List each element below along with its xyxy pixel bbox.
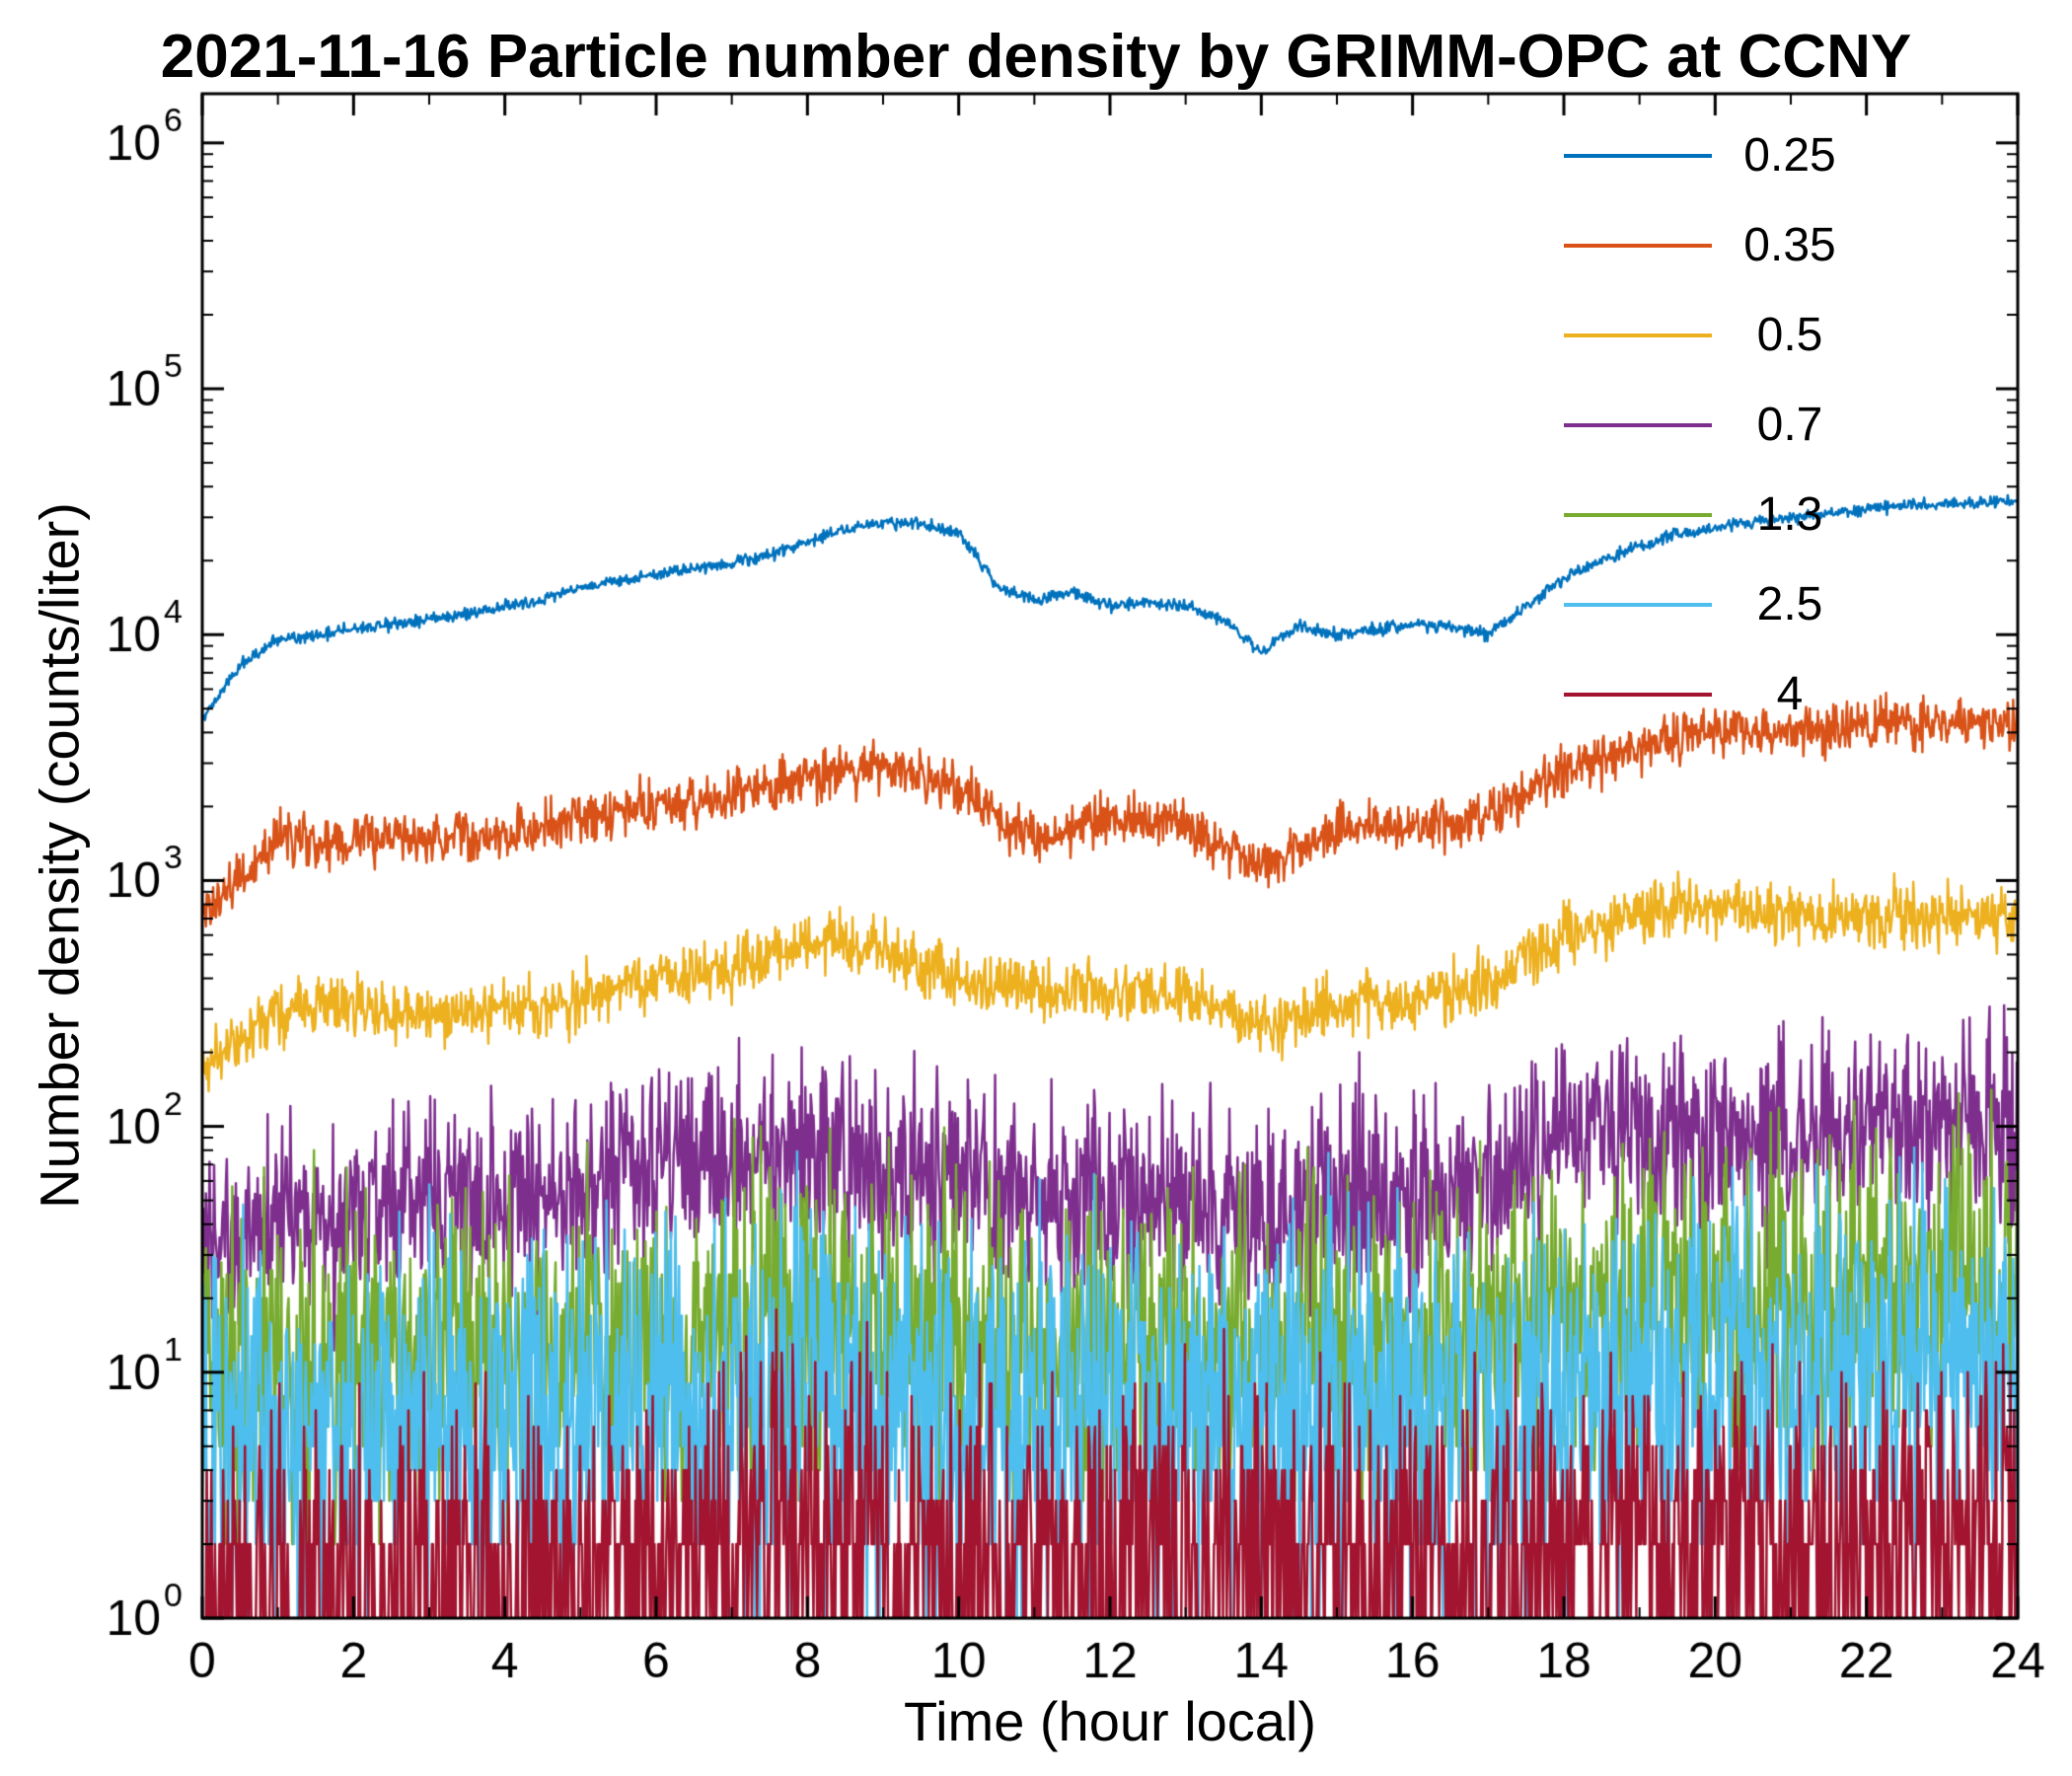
legend-item: 0.7 [1564, 380, 1844, 470]
legend-label: 1.3 [1756, 488, 1823, 541]
y-axis-label: Number density (counts/liter) [28, 502, 91, 1209]
legend-item: 0.35 [1564, 200, 1844, 290]
legend-item: 1.3 [1564, 470, 1844, 559]
x-axis-label: Time (hour local) [903, 1690, 1317, 1752]
legend-label: 0.25 [1743, 129, 1836, 182]
legend-item: 0.5 [1564, 290, 1844, 380]
legend-label: 0.7 [1756, 399, 1823, 451]
legend-line-sample [1564, 422, 1712, 427]
legend: 0.25 0.35 0.5 0.7 1.3 2.5 4 [1564, 111, 1844, 739]
legend-label: 0.35 [1743, 219, 1836, 271]
legend-label: 0.5 [1756, 309, 1823, 361]
legend-label: 4 [1776, 668, 1804, 720]
legend-label: 2.5 [1756, 578, 1823, 630]
legend-line-sample [1564, 692, 1712, 697]
legend-line-sample [1564, 333, 1712, 337]
legend-item: 2.5 [1564, 559, 1844, 649]
chart-title: 2021-11-16 Particle number density by GR… [160, 23, 1912, 91]
legend-item: 0.25 [1564, 111, 1844, 200]
legend-line-sample [1564, 602, 1712, 607]
legend-line-sample [1564, 243, 1712, 248]
legend-line-sample [1564, 153, 1712, 158]
legend-item: 4 [1564, 649, 1844, 739]
legend-line-sample [1564, 512, 1712, 517]
